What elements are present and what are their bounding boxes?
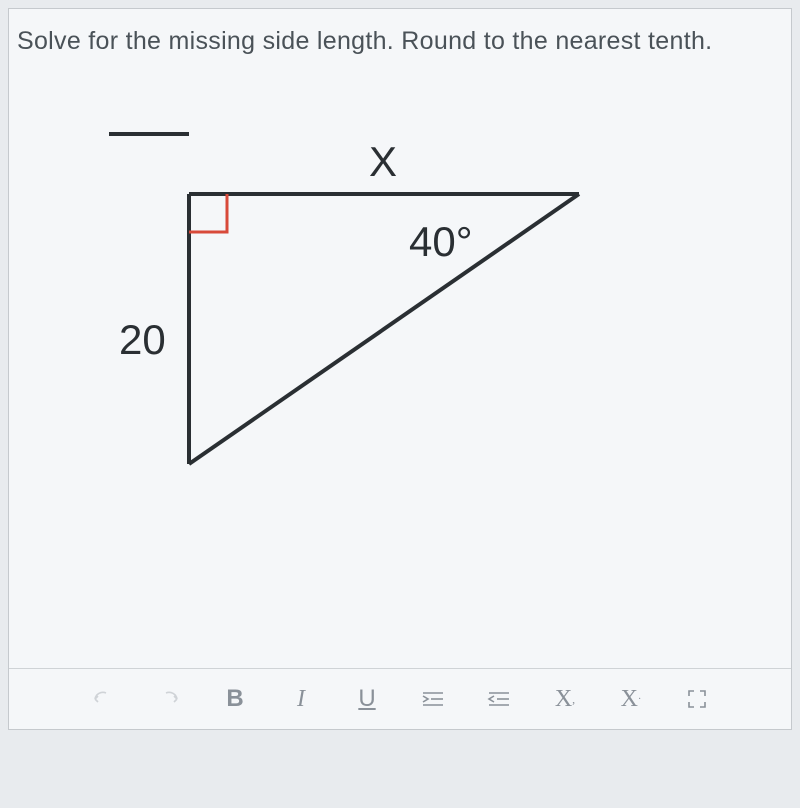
- superscript-button[interactable]: X·: [617, 686, 645, 713]
- outdent-button[interactable]: [485, 689, 513, 709]
- hypotenuse: [189, 194, 579, 464]
- triangle-diagram: X 40° 20: [109, 134, 609, 534]
- diagram-svg: X 40° 20: [109, 134, 609, 514]
- redo-icon: [155, 690, 183, 708]
- content-panel: Solve for the missing side length. Round…: [8, 8, 792, 730]
- right-angle-marker: [189, 194, 227, 232]
- underline-button[interactable]: U: [353, 685, 381, 713]
- label-angle: 40°: [409, 218, 473, 265]
- italic-button[interactable]: I: [287, 686, 315, 713]
- label-x: X: [369, 138, 397, 185]
- fullscreen-button[interactable]: [683, 688, 711, 710]
- undo-icon: [89, 690, 117, 708]
- question-prompt: Solve for the missing side length. Round…: [9, 9, 791, 74]
- indent-button[interactable]: [419, 689, 447, 709]
- label-side: 20: [119, 316, 166, 363]
- editor-toolbar: B I U X, X·: [9, 668, 791, 729]
- subscript-button[interactable]: X,: [551, 686, 579, 713]
- bold-button[interactable]: B: [221, 685, 249, 713]
